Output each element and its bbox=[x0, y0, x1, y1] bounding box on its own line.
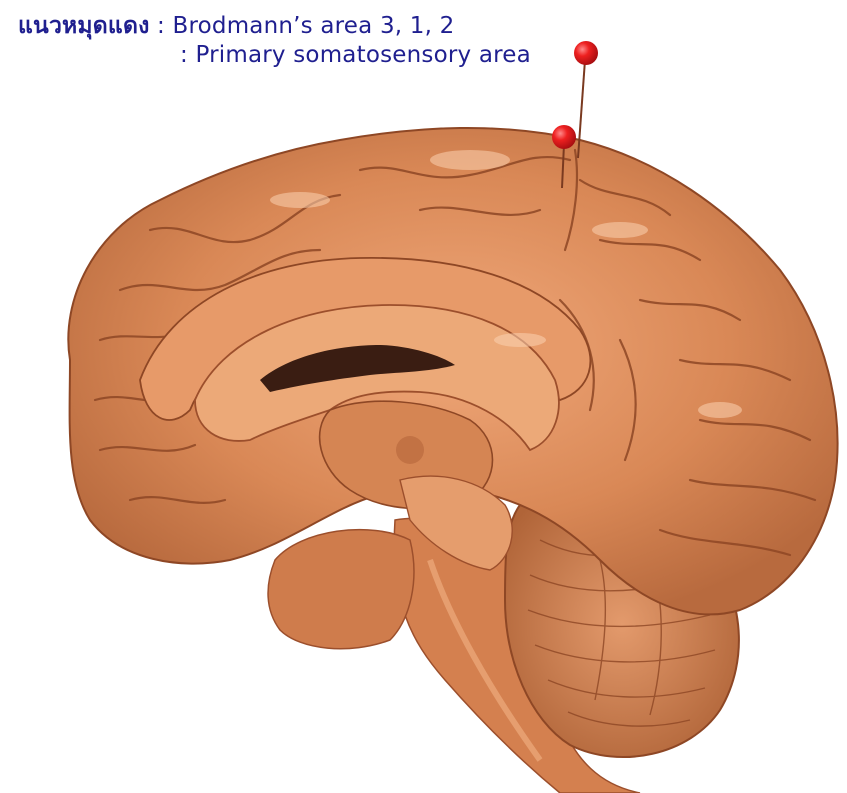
pin-marker bbox=[574, 41, 598, 159]
caption-line-1: แนวหมุดแดง : Brodmann’s area 3, 1, 2 bbox=[18, 12, 455, 40]
temporal-region bbox=[267, 528, 415, 650]
caption-line-2: : Primary somatosensory area bbox=[180, 41, 531, 69]
corpus-callosum bbox=[194, 304, 560, 452]
area-name-label: : Primary somatosensory area bbox=[180, 42, 531, 68]
thai-label: แนวหมุดแดง bbox=[18, 13, 150, 39]
brodmann-area-label: : Brodmann’s area 3, 1, 2 bbox=[157, 13, 455, 39]
lateral-ventricle bbox=[260, 345, 455, 392]
pin-marker bbox=[552, 125, 576, 189]
